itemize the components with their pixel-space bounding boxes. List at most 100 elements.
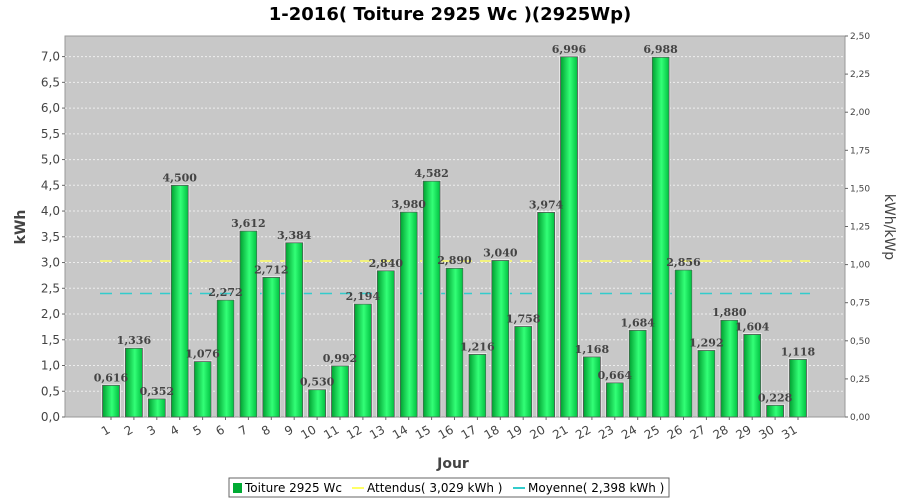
data-label: 1,118 <box>781 345 816 358</box>
y-tick-label: 0,5 <box>41 384 60 398</box>
x-tick-label: 31 <box>779 422 799 442</box>
x-tick-label: 27 <box>688 422 708 442</box>
bar <box>262 276 281 418</box>
data-label: 0,228 <box>758 391 793 404</box>
y-tick-label: 6,0 <box>41 101 60 115</box>
data-label: 1,604 <box>735 320 770 333</box>
y-right-tick-label: 2,50 <box>850 32 870 42</box>
data-label: 0,616 <box>94 371 129 384</box>
x-tick-label: 20 <box>527 422 547 442</box>
data-label: 3,974 <box>529 198 564 211</box>
x-axis-label: Jour <box>436 456 469 472</box>
bar <box>720 319 739 418</box>
bar <box>491 260 510 418</box>
y-axis-label: kWh <box>13 210 29 245</box>
x-tick-label: 12 <box>344 422 364 442</box>
y-axis-right-label: kWh/kWp <box>881 194 897 260</box>
x-tick-label: 22 <box>573 422 593 442</box>
data-label: 6,996 <box>552 43 587 56</box>
bar <box>170 184 189 418</box>
data-label: 3,612 <box>231 217 265 230</box>
bar <box>239 230 258 418</box>
y-right-tick-label: 0,00 <box>850 413 870 423</box>
x-tick-label: 24 <box>619 422 639 442</box>
data-label: 1,216 <box>460 340 495 353</box>
y-right-tick-label: 1,75 <box>850 146 870 156</box>
x-tick-label: 16 <box>436 422 456 442</box>
bar <box>193 361 212 418</box>
y-tick-label: 1,0 <box>41 359 60 373</box>
data-label: 1,758 <box>506 312 541 325</box>
bar <box>743 334 762 418</box>
legend-label-attendus: Attendus( 3,029 kWh ) <box>367 481 502 495</box>
bar <box>102 384 120 418</box>
x-tick-label: 26 <box>665 422 685 442</box>
y-axis-left: 0,0 0,5 1,0 1,5 2,0 2,5 3,0 3,5 4,0 4,5 5,0 5,5 6,0 6… <box>41 50 65 424</box>
bar <box>468 353 487 418</box>
y-tick-label: 0,0 <box>41 410 60 424</box>
data-label: 3,980 <box>391 198 426 211</box>
bar <box>766 404 784 418</box>
x-tick-label: 30 <box>756 422 776 442</box>
x-tick-label: 19 <box>504 422 524 442</box>
bar <box>697 350 716 418</box>
x-tick-label: 29 <box>733 422 753 442</box>
x-tick-label: 23 <box>596 422 616 442</box>
data-label: 4,582 <box>414 167 448 180</box>
x-tick-label: 4 <box>168 422 182 438</box>
x-tick-label: 3 <box>145 422 159 438</box>
x-tick-label: 25 <box>642 422 662 442</box>
y-right-tick-label: 0,75 <box>850 299 870 309</box>
chart-title: 1-2016( Toiture 2925 Wc )(2925Wp) <box>269 4 631 25</box>
y-tick-label: 2,5 <box>41 281 60 295</box>
y-tick-label: 5,0 <box>41 153 60 167</box>
bar <box>605 382 624 418</box>
bar <box>308 389 327 418</box>
bars <box>101 55 808 418</box>
data-label: 2,712 <box>254 263 288 276</box>
x-axis: 1 2 3 4 5 6 7 8 9 10 11 12 13 14 15 16 17 18 19 20 21 22 23 24 2… <box>99 417 800 442</box>
legend-label-moyenne: Moyenne( 2,398 kWh ) <box>528 481 664 495</box>
x-tick-label: 2 <box>122 422 136 438</box>
y-right-tick-label: 1,25 <box>850 223 870 233</box>
legend-label-bars: Toiture 2925 Wc <box>244 481 342 495</box>
data-label: 1,292 <box>689 336 723 349</box>
y-right-tick-label: 0,25 <box>850 375 870 385</box>
data-label: 2,272 <box>208 286 242 299</box>
x-tick-label: 13 <box>367 422 387 442</box>
legend: Toiture 2925 Wc Attendus( 3,029 kWh ) Mo… <box>228 477 670 498</box>
x-tick-label: 6 <box>213 422 227 438</box>
y-tick-label: 3,5 <box>41 230 60 244</box>
data-label: 6,988 <box>643 43 678 56</box>
data-label: 0,992 <box>323 352 357 365</box>
data-label: 1,880 <box>712 306 747 319</box>
data-label: 1,684 <box>620 316 655 329</box>
x-tick-label: 8 <box>259 422 273 438</box>
bar <box>399 211 418 418</box>
x-tick-label: 17 <box>459 422 479 442</box>
y-right-tick-label: 0,50 <box>850 337 870 347</box>
x-tick-label: 10 <box>298 422 318 442</box>
legend-swatch-bars <box>233 483 242 493</box>
x-tick-label: 5 <box>190 422 204 438</box>
bar <box>331 365 349 418</box>
y-tick-label: 1,5 <box>41 333 60 347</box>
data-label: 0,352 <box>140 385 174 398</box>
bar <box>560 56 578 418</box>
data-label: 0,664 <box>598 369 633 382</box>
bar <box>583 356 601 418</box>
x-tick-label: 28 <box>711 422 731 442</box>
y-axis-right: 0,00 0,25 0,50 0,75 1,00 1,25 1,50 1,75 2,00 2,25… <box>845 32 870 423</box>
bar <box>651 56 670 418</box>
data-label: 3,384 <box>277 229 312 242</box>
x-tick-label: 9 <box>282 422 296 438</box>
x-tick-label: 11 <box>321 422 341 442</box>
y-tick-label: 4,5 <box>41 178 60 192</box>
y-tick-label: 3,0 <box>41 256 60 270</box>
y-tick-label: 5,5 <box>41 127 60 141</box>
data-label: 2,840 <box>369 257 404 270</box>
x-tick-label: 14 <box>390 422 410 442</box>
data-label: 1,076 <box>185 348 220 361</box>
x-tick-label: 7 <box>236 422 250 438</box>
